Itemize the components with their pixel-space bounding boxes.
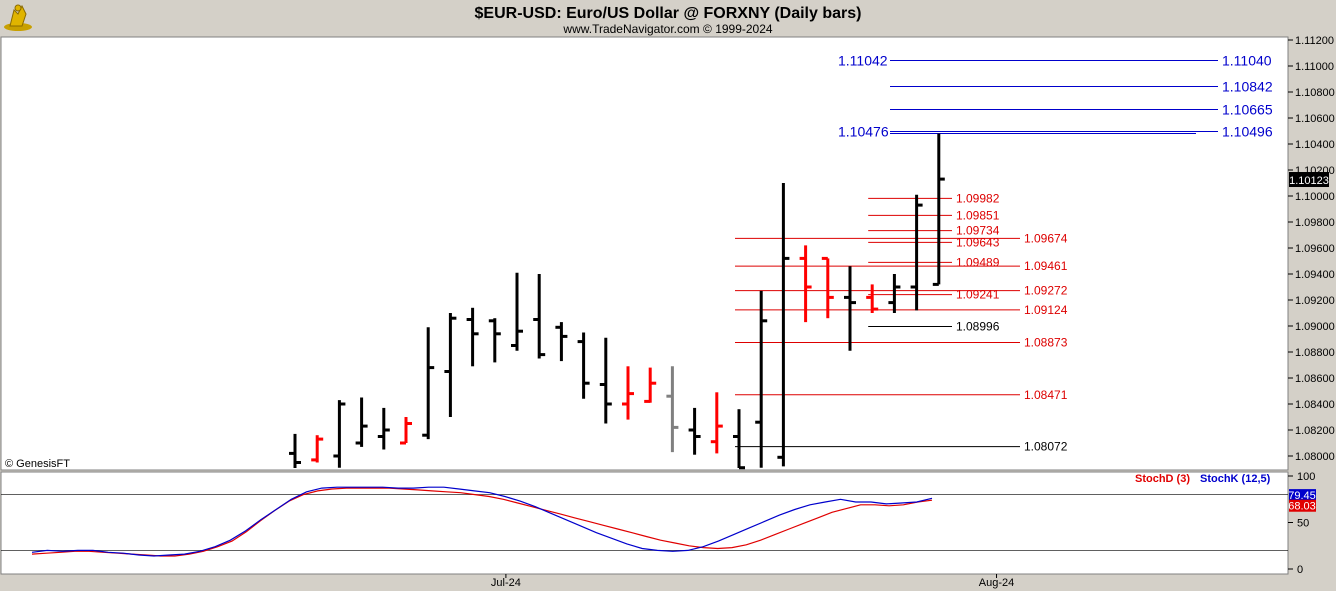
stochk-line <box>31 486 933 557</box>
stoch-tick-label: 100 <box>1297 471 1315 483</box>
level-label: 1.09489 <box>956 255 1000 269</box>
ohlc-bar <box>400 417 412 445</box>
stochk-value-tag <box>1289 489 1316 502</box>
ohlc-bar <box>311 435 324 463</box>
ohlc-bar <box>888 274 901 313</box>
level-label: 1.09734 <box>956 224 1000 238</box>
chart-title: $EUR-USD: Euro/US Dollar @ FORXNY (Daily… <box>475 5 862 22</box>
ohlc-bar <box>577 332 590 399</box>
stochastic-panel <box>0 471 1289 575</box>
price-tick-label: 1.09200 <box>1295 295 1335 307</box>
stochd-value-tag <box>1289 499 1316 512</box>
price-tick-label: 1.08200 <box>1295 425 1335 437</box>
price-tick-label: 1.11000 <box>1295 61 1334 73</box>
level-label: 1.09124 <box>1024 303 1068 317</box>
level-label: 1.09674 <box>1024 231 1068 245</box>
ohlc-bar <box>488 318 501 363</box>
chart-subtitle: www.TradeNavigator.com © 1999-2024 <box>562 22 772 36</box>
ohlc-bar <box>644 367 657 403</box>
stochk-legend: StochK (12,5) <box>1200 473 1271 485</box>
ohlc-bar <box>289 433 301 468</box>
ohlc-bar <box>533 274 546 359</box>
time-tick-label: Jul-24 <box>491 577 521 589</box>
level-label: 1.09461 <box>1024 259 1068 273</box>
stoch-tick-label: 0 <box>1297 564 1303 576</box>
price-tick-label: 1.09400 <box>1295 269 1335 281</box>
ohlc-bar <box>710 392 723 454</box>
ohlc-bar <box>733 409 745 470</box>
stochd-legend: StochD (3) <box>1135 473 1190 485</box>
price-panel <box>0 36 1289 471</box>
level-label: 1.08996 <box>956 320 1000 334</box>
ohlc-bar <box>599 337 612 424</box>
stochk-value: 79.45 <box>1288 490 1316 502</box>
ohlc-bar <box>355 397 368 447</box>
price-tick-label: 1.10600 <box>1295 113 1335 125</box>
level-label: 1.08873 <box>1024 336 1068 350</box>
ohlc-bar <box>932 133 945 286</box>
ohlc-bar <box>622 366 634 420</box>
ohlc-bar <box>844 266 856 351</box>
ohlc-bars <box>289 133 945 470</box>
level-label: 1.09643 <box>956 235 1000 249</box>
ohlc-bar <box>333 400 346 468</box>
level-label: 1.10665 <box>1222 102 1273 118</box>
level-label: 1.09241 <box>956 288 1000 302</box>
price-tick-label: 1.08400 <box>1295 399 1335 411</box>
time-tick-label: Aug-24 <box>979 577 1014 589</box>
level-label-left: 1.10476 <box>838 124 889 140</box>
ohlc-bar <box>444 313 457 417</box>
price-tick-label: 1.11200 <box>1295 35 1334 47</box>
price-tick-label: 1.09600 <box>1295 243 1335 255</box>
current-price-label: 1.10123 <box>1289 175 1329 187</box>
current-price-tag: 1.10123 <box>1289 172 1329 188</box>
level-label: 1.10842 <box>1222 79 1273 95</box>
price-tick-label: 1.10800 <box>1295 87 1335 99</box>
ohlc-bar <box>799 245 812 323</box>
ohlc-bar <box>377 407 390 450</box>
ohlc-bar <box>866 284 879 313</box>
logo-icon <box>4 4 32 31</box>
level-label: 1.10496 <box>1222 124 1273 140</box>
ohlc-bar <box>555 322 568 362</box>
ohlc-bar <box>821 256 834 319</box>
price-tick-label: 1.09800 <box>1295 217 1335 229</box>
ohlc-bar <box>511 272 523 351</box>
level-label: 1.09851 <box>956 208 1000 222</box>
ohlc-bar <box>777 183 790 467</box>
ohlc-bar <box>910 194 923 311</box>
stoch-tick-label: 50 <box>1297 518 1309 530</box>
level-label: 1.08072 <box>1024 440 1068 454</box>
ohlc-bar <box>422 327 435 440</box>
ohlc-bar <box>466 307 479 367</box>
level-label: 1.09982 <box>956 191 1000 205</box>
price-tick-label: 1.09000 <box>1295 321 1335 333</box>
price-tick-label: 1.10400 <box>1295 139 1335 151</box>
price-tick-label: 1.08600 <box>1295 373 1335 385</box>
price-axis: 1.112001.110001.108001.106001.104001.102… <box>1288 35 1335 463</box>
level-label: 1.11040 <box>1222 53 1272 69</box>
stochd-line <box>31 487 933 557</box>
level-label: 1.08471 <box>1024 388 1068 402</box>
level-label-left: 1.11042 <box>838 53 888 69</box>
watermark: © GenesisFT <box>5 458 70 470</box>
stochd-value: 68.03 <box>1288 501 1316 513</box>
price-tick-label: 1.10000 <box>1295 191 1335 203</box>
price-tick-label: 1.08000 <box>1295 451 1335 463</box>
ohlc-bar <box>688 407 701 455</box>
level-label: 1.09272 <box>1024 284 1068 298</box>
ohlc-bar <box>666 366 679 453</box>
ohlc-bar <box>755 290 768 468</box>
price-tick-label: 1.08800 <box>1295 347 1335 359</box>
